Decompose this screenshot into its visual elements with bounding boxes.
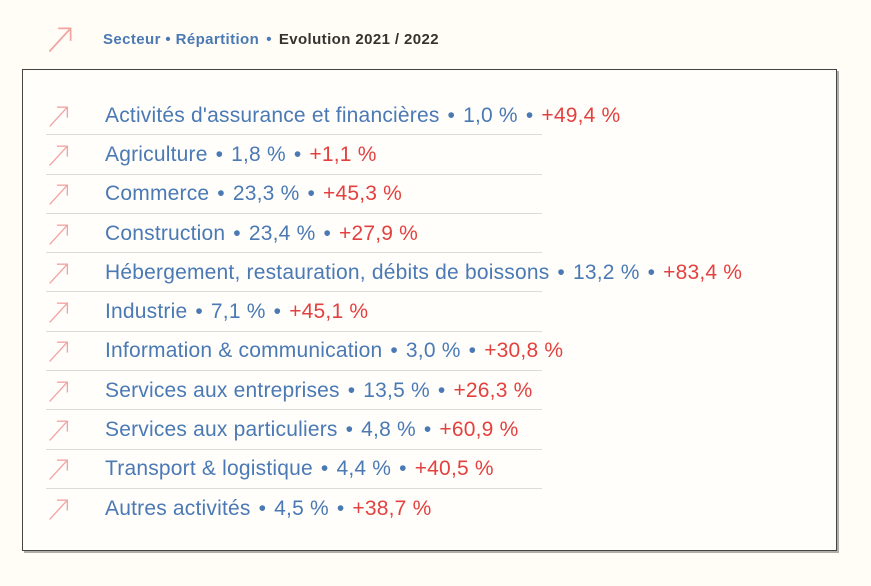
bullet-separator: • — [525, 103, 534, 127]
sector-share-value: 4,4 % — [336, 457, 392, 481]
bullet-separator: • — [437, 378, 446, 402]
sector-evolution-value: +83,4 % — [663, 260, 743, 284]
sector-row: Commerce • 23,3 % • +45,3 % — [23, 175, 836, 215]
sector-row: Services aux entreprises • 13,5 % • +26,… — [23, 371, 836, 411]
trend-up-arrow-icon — [46, 141, 71, 169]
sector-name: Commerce — [105, 182, 210, 206]
sector-share-value: 4,8 % — [361, 418, 416, 442]
bullet-separator: • — [347, 378, 356, 402]
bullet-separator: • — [557, 260, 565, 284]
sector-evolution-value: +60,9 % — [439, 418, 519, 442]
sector-row: Construction • 23,4 % • +27,9 % — [23, 214, 836, 254]
sector-row: Hébergement, restauration, débits de boi… — [23, 253, 836, 293]
sector-share-value: 23,4 % — [248, 221, 316, 245]
trend-up-arrow-icon — [46, 495, 71, 523]
trend-up-arrow-icon — [46, 298, 71, 326]
trend-up-arrow-icon — [46, 102, 71, 130]
bullet-separator: • — [307, 182, 316, 206]
sector-share-value: 1,8 % — [231, 142, 286, 166]
bullet-separator: • — [399, 457, 407, 481]
trend-up-arrow-icon — [46, 455, 71, 483]
bullet-separator: • — [390, 339, 398, 363]
sector-evolution-value: +27,9 % — [339, 221, 419, 245]
sector-name: Industrie — [105, 300, 188, 324]
bullet-separator: • — [447, 103, 456, 127]
sector-evolution-value: +40,5 % — [414, 457, 494, 481]
sector-evolution-value: +30,8 % — [484, 339, 564, 363]
sector-evolution-value: +26,3 % — [453, 378, 533, 402]
sector-evolution-value: +49,4 % — [541, 103, 621, 127]
page-header: Secteur • Répartition • Evolution 2021 /… — [45, 20, 439, 58]
sector-name: Services aux particuliers — [105, 418, 338, 442]
trend-up-arrow-icon — [46, 416, 71, 444]
bullet-separator: • — [233, 221, 241, 245]
sector-row: Industrie • 7,1 % • +45,1 % — [23, 292, 836, 333]
sector-name: Hébergement, restauration, débits de boi… — [105, 260, 550, 284]
sector-name: Information & communication — [105, 339, 383, 363]
trend-up-arrow-icon — [46, 259, 71, 287]
header-label-evolution: Evolution 2021 / 2022 — [278, 30, 439, 48]
bullet-separator: • — [336, 496, 345, 520]
bullet-separator: • — [215, 142, 224, 166]
sector-name: Construction — [105, 221, 226, 245]
sector-share-value: 4,5 % — [274, 496, 329, 520]
bullet-separator: • — [320, 457, 329, 481]
header-title: Secteur • Répartition • Evolution 2021 /… — [103, 31, 439, 48]
sectors-panel: Activités d'assurance et financières • 1… — [22, 69, 837, 551]
sector-evolution-value: +1,1 % — [309, 142, 377, 166]
bullet-separator: • — [258, 496, 267, 520]
bullet-separator: • — [647, 260, 656, 284]
sector-row: Information & communication • 3,0 % • +3… — [23, 332, 836, 372]
sector-name: Activités d'assurance et financières — [105, 103, 440, 127]
sector-share-value: 7,1 % — [210, 300, 266, 324]
sector-row: Services aux particuliers • 4,8 % • +60,… — [23, 410, 836, 450]
sector-name: Agriculture — [105, 142, 208, 166]
sector-evolution-value: +38,7 % — [352, 496, 432, 520]
bullet-separator: • — [195, 300, 203, 324]
sector-name: Transport & logistique — [105, 457, 313, 481]
sector-share-value: 13,5 % — [363, 378, 430, 402]
trend-up-arrow-icon — [46, 180, 71, 208]
sector-share-value: 23,3 % — [232, 182, 300, 206]
trend-up-arrow-icon — [46, 337, 71, 365]
bullet-separator: • — [345, 418, 354, 442]
sector-row: Transport & logistique • 4,4 % • +40,5 % — [23, 450, 836, 490]
sector-rows-list: Activités d'assurance et financières • 1… — [23, 96, 836, 528]
bullet-separator: • — [217, 182, 225, 206]
bullet-separator: • — [323, 221, 332, 245]
sector-name: Services aux entreprises — [105, 378, 340, 402]
trend-up-arrow-icon — [46, 377, 71, 405]
sector-row: Activités d'assurance et financières • 1… — [23, 96, 836, 136]
header-label-secteur-repartition: Secteur • Répartition — [103, 30, 260, 48]
sector-name: Autres activités — [105, 496, 251, 520]
bullet-separator: • — [266, 30, 272, 48]
sector-share-value: 1,0 % — [463, 103, 518, 127]
trend-up-arrow-icon — [46, 220, 71, 248]
sector-share-value: 13,2 % — [572, 260, 640, 284]
sector-evolution-value: +45,1 % — [289, 300, 369, 324]
bullet-separator: • — [273, 300, 282, 324]
trend-up-arrow-icon — [45, 22, 75, 56]
sector-row: Agriculture • 1,8 % • +1,1 % — [23, 135, 836, 175]
bullet-separator: • — [468, 339, 477, 363]
bullet-separator: • — [423, 418, 432, 442]
bullet-separator: • — [293, 142, 302, 166]
sector-share-value: 3,0 % — [405, 339, 461, 363]
sector-row: Autres activités • 4,5 % • +38,7 % — [23, 489, 836, 528]
sector-evolution-value: +45,3 % — [323, 182, 403, 206]
